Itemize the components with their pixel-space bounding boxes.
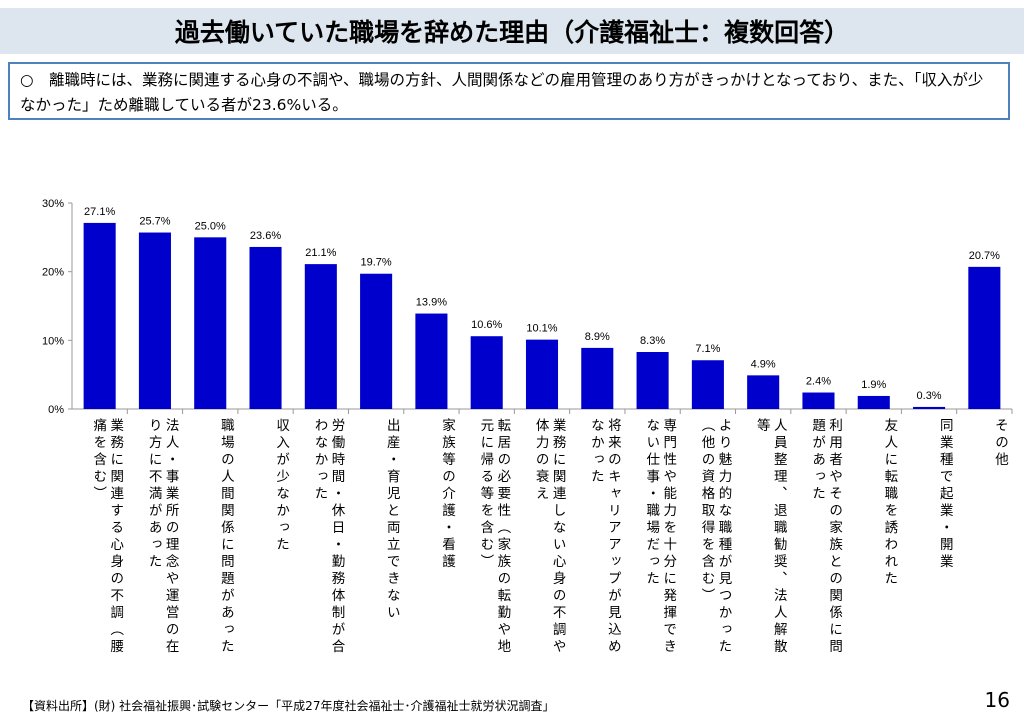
- bar: [636, 352, 669, 409]
- x-tick-label: 法人・事業所の理念や運営の在り方に不満があった: [145, 418, 179, 656]
- x-tick-label: 転居の必要性（家族の転勤や地元に帰る等を含む）: [477, 418, 511, 656]
- x-tick-label: 出産・育児と両立できない: [383, 418, 400, 622]
- x-tick-label: 友人に転職を誘われた: [881, 418, 898, 588]
- y-tick-label: 20%: [42, 267, 64, 279]
- bar: [747, 375, 780, 409]
- bar: [691, 360, 724, 409]
- x-tick-label: その他: [991, 418, 1008, 469]
- data-label: 7.1%: [695, 343, 720, 355]
- data-label: 0.3%: [917, 390, 942, 402]
- page-title: 過去働いていた職場を辞めた理由（介護福祉士：複数回答）: [174, 18, 850, 47]
- x-tick-label: 家族等の介護・看護: [439, 418, 456, 571]
- page-number: 16: [984, 688, 1010, 712]
- bar: [249, 246, 282, 409]
- bar: [415, 313, 448, 409]
- bar: [525, 339, 559, 409]
- data-label: 1.9%: [861, 379, 886, 391]
- bar: [968, 266, 1001, 409]
- bar: [138, 232, 171, 409]
- x-tick-label: 将来のキャリアアップが見込めなかった: [587, 418, 621, 656]
- title-band: 過去働いていた職場を辞めた理由（介護福祉士：複数回答）: [0, 8, 1024, 54]
- x-tick-label: 労働時間・休日・勤務体制が合わなかった: [311, 418, 345, 656]
- y-tick-label: 10%: [42, 335, 64, 347]
- x-tick-label: 同業種で起業・開業: [936, 418, 953, 571]
- x-tick-label: 人員整理、退職勧奨、法人解散等: [753, 418, 787, 656]
- data-label: 27.1%: [84, 206, 115, 218]
- bar: [194, 237, 227, 409]
- y-tick-label: 30%: [42, 198, 64, 210]
- bar: [857, 395, 890, 409]
- bar: [913, 406, 946, 409]
- bar: [304, 264, 337, 409]
- data-label: 8.9%: [585, 331, 610, 343]
- x-tick-label: 利用者やその家族との関係に問題があった: [809, 418, 843, 656]
- x-tick-label: 専門性や能力を十分に発揮できない仕事・職場だった: [643, 418, 677, 656]
- bar: [470, 336, 503, 409]
- x-tick-label: 業務に関連する心身の不調（腰痛を含む）: [90, 418, 124, 656]
- bar-chart: 0% 10% 20% 30% 27.1% 25.7% 25.0% 23.6% 21.1% 19.7…: [42, 198, 1013, 416]
- data-label: 2.4%: [806, 376, 831, 388]
- bar: [83, 222, 116, 409]
- x-tick-label: 収入が少なかった: [273, 418, 290, 554]
- data-label: 23.6%: [250, 230, 281, 242]
- bar: [802, 392, 835, 409]
- data-label: 10.6%: [471, 319, 502, 331]
- data-label: 20.7%: [969, 250, 1000, 262]
- bar: [360, 273, 393, 409]
- data-label: 10.1%: [526, 323, 557, 335]
- data-label: 25.7%: [139, 216, 170, 228]
- bar: [581, 347, 614, 409]
- summary-box: ○ 離職時には、業務に関連する心身の不調や、職場の方針、人間関係などの雇用管理の…: [8, 62, 1010, 120]
- y-tick-label: 0%: [48, 404, 64, 416]
- data-label: 25.0%: [195, 220, 226, 232]
- source-note: 【資料出所】(財) 社会福祉振興･試験センター「平成27年度社会福祉士･介護福祉…: [22, 699, 555, 713]
- data-label: 4.9%: [751, 358, 776, 370]
- x-tick-label: 業務に関連しない心身の不調や体力の衰え: [532, 418, 566, 656]
- x-tick-label: 職場の人間関係に問題があった: [217, 418, 234, 656]
- data-label: 19.7%: [361, 257, 392, 269]
- data-label: 21.1%: [305, 247, 336, 259]
- data-label: 13.9%: [416, 297, 447, 309]
- data-label: 8.3%: [640, 335, 665, 347]
- x-tick-label: より魅力的な職種が見つかった（他の資格取得を含む）: [698, 418, 732, 656]
